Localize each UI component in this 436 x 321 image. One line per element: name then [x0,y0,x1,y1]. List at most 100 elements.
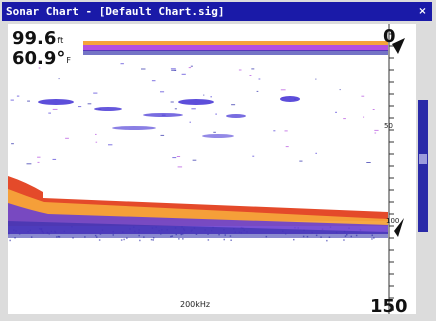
speckle [258,78,261,80]
current-depth-label: 100 [386,217,399,225]
speckle [58,78,60,80]
speckle [65,137,69,139]
speckle [37,161,40,163]
speckle [170,68,176,70]
speckle [10,99,14,101]
speckle [191,108,196,110]
speckle [371,238,373,240]
bottom-marker-icon [394,218,404,237]
depth-unit: ft [57,36,64,45]
speckle [374,132,377,134]
speckle [252,155,255,157]
speckle [11,143,14,145]
depth-bottom-label: 150 [370,296,408,314]
speckle [256,90,259,92]
speckle [335,111,337,113]
speckle [361,95,365,97]
speckle [215,113,217,115]
speckle [152,239,154,241]
speckle [52,108,58,110]
speckle [38,67,41,69]
speckle [174,108,177,110]
speckle [366,162,371,163]
speckle [37,156,41,158]
speckle [223,238,225,241]
speckle [95,133,97,135]
speckle [230,239,232,241]
speckle [192,159,197,161]
speckle [343,239,345,241]
fish-arch [178,99,214,105]
fish-arch [112,126,156,130]
sonar-display: 0 50 100 150 [8,24,408,314]
speckle [123,238,125,241]
depth-mid-label: 50 [384,122,393,130]
temperature-unit: F [66,56,72,65]
speckle [203,94,205,96]
temperature-value: 60.9° [12,48,66,69]
speckle [188,67,192,69]
speckle [93,92,98,94]
zoom-scrollbar[interactable] [418,100,428,232]
speckle [280,89,286,91]
speckle [150,238,153,241]
speckle [189,121,191,123]
fish-arch [94,107,122,111]
speckle [285,146,289,148]
speckle [299,160,303,162]
fish-arch [143,113,183,117]
surface-marker-icon [392,38,405,54]
speckle [363,116,365,118]
speckle [126,237,128,239]
window-title: Sonar Chart - [Default Chart.sig] [6,5,225,18]
speckle [177,166,183,168]
speckle [26,163,32,165]
speckle [108,144,113,146]
speckle [141,68,146,70]
speckle [178,238,180,240]
speckle [339,89,341,91]
depth-top-label: 0 [383,26,396,47]
bottom-blue-layer [8,221,388,238]
speckle [160,134,165,136]
surface-clutter-band [83,50,388,55]
speckle [170,101,174,103]
temperature-readout: 60.9° F [12,50,71,70]
speckle [284,130,288,132]
speckle [48,112,51,114]
speckle [273,130,276,132]
sonar-chart-panel[interactable]: 0 50 100 150 99.6 ft 60.9° F 200kHz [8,24,416,314]
speckle [160,91,165,93]
speckle [171,69,177,71]
speckle [293,238,295,241]
speckle [172,157,177,159]
surface-clutter-band [83,41,388,46]
close-icon[interactable]: × [418,6,427,17]
speckle [190,65,193,67]
speckle [251,68,255,70]
fish-arch [280,96,300,102]
speckle [95,141,98,143]
speckle [181,73,186,75]
surface-clutter-band [83,45,388,51]
fish-arch [202,134,234,138]
speckle [139,239,141,242]
speckle [120,239,123,241]
fish-arch [38,99,74,105]
depth-value: 99.6 [12,28,57,49]
speckle [98,239,101,241]
depth-readout: 99.6 ft [12,30,71,50]
speckle [78,106,82,108]
speckle [231,104,236,106]
speckle [372,109,375,110]
speckle [238,69,242,71]
speckle [315,152,317,154]
speckle [87,103,92,105]
speckle [343,118,346,120]
speckle [249,75,252,76]
zoom-scroll-thumb[interactable] [419,154,427,164]
speckle [151,80,156,82]
speckle [315,78,317,80]
readouts: 99.6 ft 60.9° F [12,30,71,70]
